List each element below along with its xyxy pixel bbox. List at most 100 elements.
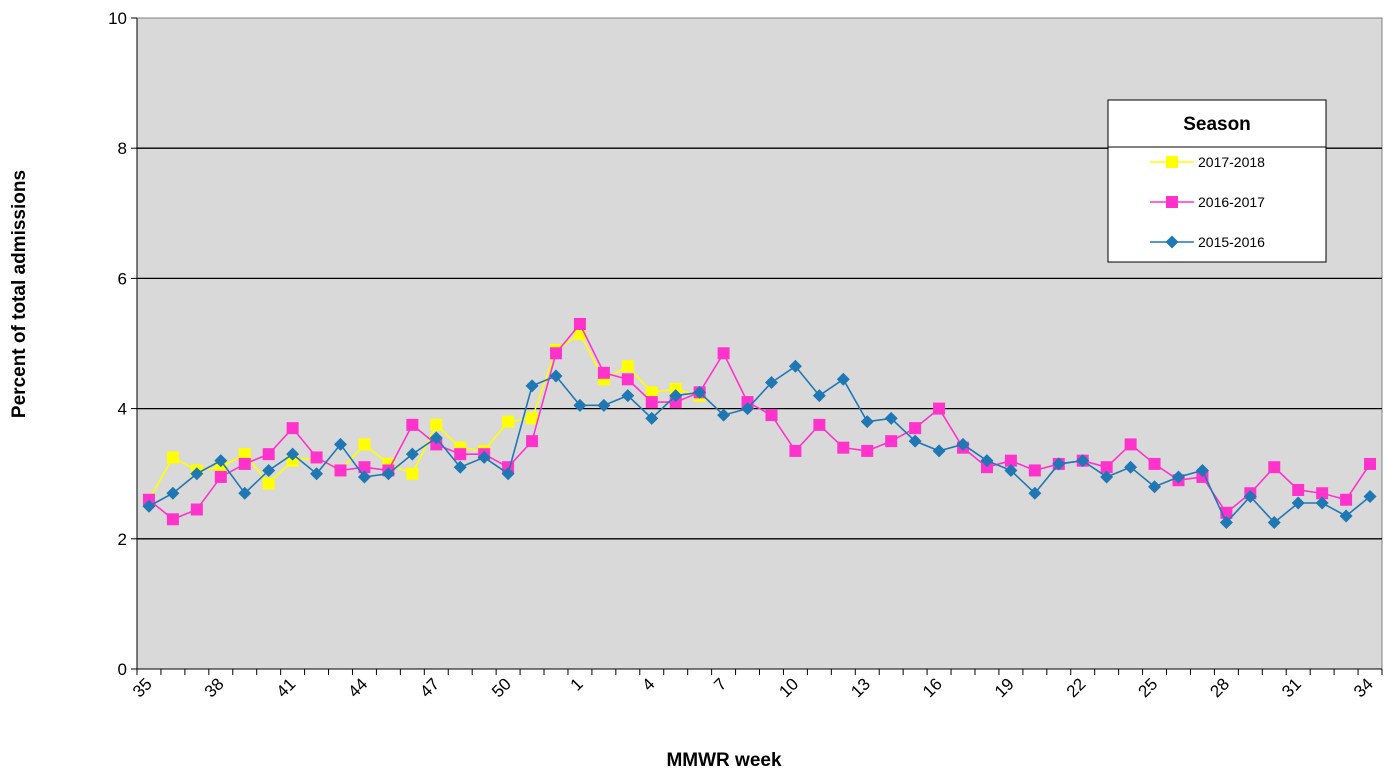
data-point bbox=[453, 460, 467, 474]
legend-marker bbox=[1166, 156, 1178, 168]
data-point bbox=[1124, 460, 1138, 474]
data-point bbox=[549, 347, 562, 360]
data-point bbox=[669, 389, 683, 403]
x-tick-label: 44 bbox=[344, 674, 371, 701]
data-point bbox=[286, 422, 299, 435]
data-point bbox=[669, 383, 682, 396]
x-axis-title: MMWR week bbox=[666, 750, 782, 771]
data-point bbox=[166, 451, 179, 464]
data-point bbox=[405, 447, 419, 461]
data-point bbox=[1219, 516, 1233, 530]
series-line bbox=[148, 322, 1371, 521]
x-tick-label: 1 bbox=[567, 674, 587, 694]
data-point bbox=[980, 461, 993, 474]
data-point bbox=[1124, 438, 1137, 451]
data-point bbox=[358, 438, 371, 451]
data-point bbox=[1148, 457, 1161, 470]
data-point bbox=[334, 464, 347, 477]
legend: Season 2017-2018 2016-2017 2015-2016 bbox=[1107, 99, 1327, 263]
data-point bbox=[597, 398, 611, 412]
data-point bbox=[1195, 463, 1209, 477]
data-point bbox=[1004, 463, 1018, 477]
data-point bbox=[1028, 486, 1042, 500]
x-tick-label: 4 bbox=[638, 674, 658, 694]
data-point bbox=[238, 486, 252, 500]
data-point bbox=[789, 444, 802, 457]
data-point bbox=[573, 398, 587, 412]
data-point bbox=[334, 437, 348, 451]
data-point bbox=[1243, 489, 1257, 503]
data-point bbox=[381, 467, 395, 481]
data-point bbox=[286, 447, 300, 461]
data-point bbox=[238, 457, 251, 470]
data-point bbox=[1196, 470, 1209, 483]
x-tick-label: 47 bbox=[416, 674, 443, 701]
data-point bbox=[693, 385, 707, 399]
data-point bbox=[741, 402, 755, 416]
data-point bbox=[454, 448, 467, 461]
data-point bbox=[1148, 480, 1162, 494]
y-tick-label: 10 bbox=[108, 9, 127, 28]
data-point bbox=[526, 412, 539, 425]
data-point bbox=[884, 411, 898, 425]
data-point bbox=[166, 486, 180, 500]
data-point bbox=[932, 444, 946, 458]
x-tick-label: 28 bbox=[1206, 674, 1233, 701]
data-point bbox=[717, 408, 731, 422]
data-point bbox=[573, 317, 586, 330]
data-point bbox=[310, 451, 323, 464]
data-point bbox=[645, 411, 659, 425]
data-point bbox=[861, 444, 874, 457]
data-point bbox=[406, 418, 419, 431]
x-tick-label: 41 bbox=[273, 674, 300, 701]
series-group bbox=[142, 317, 1377, 530]
data-point bbox=[549, 369, 563, 383]
data-point bbox=[142, 499, 156, 513]
legend-item: 2015-2016 bbox=[1150, 234, 1265, 250]
data-point bbox=[956, 437, 970, 451]
data-point bbox=[812, 389, 826, 403]
x-axis-ticks: 35 38 41 44 47 50 1 4 7 10 13 16 19 22 25 28 31 34 bbox=[129, 669, 1383, 701]
data-point bbox=[645, 386, 658, 399]
data-point bbox=[166, 513, 179, 526]
data-point bbox=[908, 434, 922, 448]
y-tick-label: 0 bbox=[118, 660, 127, 679]
x-tick-label: 10 bbox=[775, 674, 802, 701]
legend-items: 2017-2018 2016-2017 2015-2016 bbox=[1150, 154, 1265, 250]
data-point bbox=[1267, 516, 1281, 530]
legend-title: Season bbox=[1183, 114, 1251, 135]
data-point bbox=[525, 379, 539, 393]
y-tick-label: 2 bbox=[118, 530, 127, 549]
y-tick-label: 6 bbox=[118, 269, 127, 288]
x-tick-label: 13 bbox=[847, 674, 874, 701]
data-point bbox=[190, 467, 204, 481]
x-tick-label: 34 bbox=[1350, 674, 1377, 701]
legend-label: 2015-2016 bbox=[1198, 234, 1265, 250]
legend-title-box bbox=[1107, 99, 1327, 148]
data-point bbox=[430, 418, 443, 431]
data-point bbox=[1292, 483, 1305, 496]
data-point bbox=[238, 448, 251, 461]
legend-label: 2016-2017 bbox=[1198, 194, 1265, 210]
data-point bbox=[837, 441, 850, 454]
data-point bbox=[262, 477, 275, 490]
data-point bbox=[813, 418, 826, 431]
data-point bbox=[429, 431, 443, 445]
legend-marker bbox=[1165, 235, 1179, 249]
data-point bbox=[764, 376, 778, 390]
data-point bbox=[1100, 470, 1114, 484]
series-line bbox=[148, 365, 1371, 524]
data-point bbox=[1028, 464, 1041, 477]
data-point bbox=[1291, 496, 1305, 510]
data-point bbox=[286, 454, 299, 467]
x-tick-label: 35 bbox=[129, 674, 156, 701]
legend-box bbox=[1107, 146, 1327, 263]
data-point bbox=[1363, 489, 1377, 503]
data-point bbox=[1340, 493, 1353, 506]
data-point bbox=[1100, 461, 1113, 474]
data-point bbox=[310, 467, 324, 481]
x-tick-label: 31 bbox=[1278, 674, 1305, 701]
data-point bbox=[836, 372, 850, 386]
legend-item: 2016-2017 bbox=[1150, 194, 1265, 210]
